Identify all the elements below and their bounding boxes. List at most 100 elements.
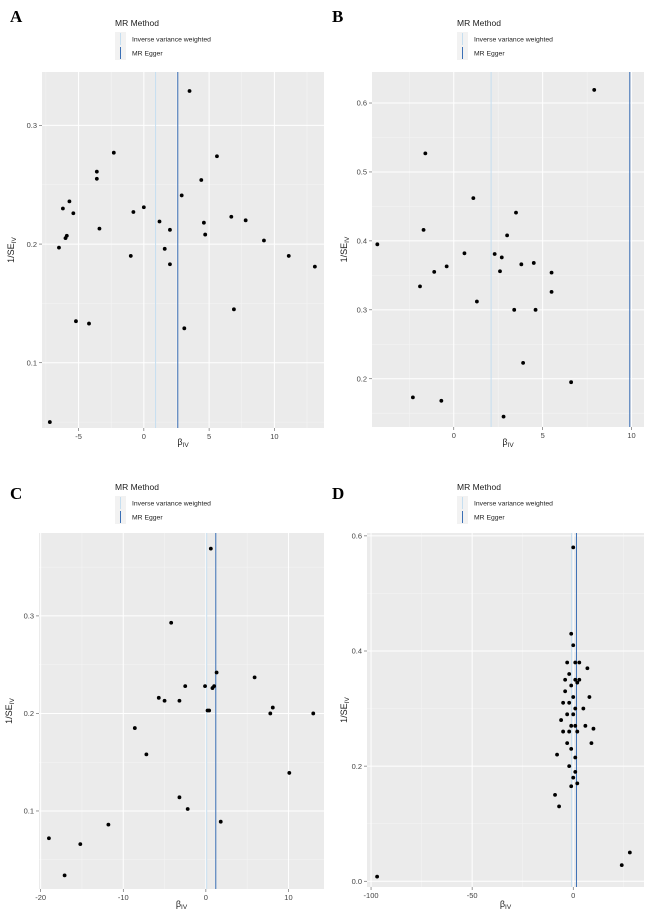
legend-label-egger: MR Egger <box>474 51 505 58</box>
y-tick-label: 0.3 <box>24 612 34 621</box>
data-point <box>199 178 204 182</box>
legend-title: MR Method <box>115 18 159 28</box>
y-axis-label: 1/SEIV <box>4 698 16 724</box>
data-point <box>575 680 580 685</box>
data-point <box>71 211 76 216</box>
plot-background <box>39 533 324 889</box>
data-point <box>78 842 83 847</box>
data-point <box>232 307 236 312</box>
data-point <box>492 252 497 256</box>
y-axis-label-main: 1/SE <box>6 243 16 263</box>
x-tick-label: -100 <box>364 891 379 900</box>
data-point <box>581 706 586 711</box>
data-point <box>201 220 206 225</box>
data-point <box>162 246 167 251</box>
data-point <box>229 214 234 219</box>
legend-label-egger: MR Egger <box>132 515 163 522</box>
data-point <box>268 711 273 716</box>
data-point <box>561 700 566 705</box>
data-point <box>575 781 580 786</box>
data-point <box>444 264 449 269</box>
x-axis-label: βIV <box>502 437 514 449</box>
data-point <box>144 752 149 757</box>
x-tick-label: 5 <box>207 432 211 441</box>
legend-label-ivw: Inverse variance weighted <box>474 37 553 44</box>
panel-c: C MR Method Inverse variance weighted MR Eg… <box>4 482 324 911</box>
data-point <box>592 88 597 92</box>
data-point <box>47 836 51 841</box>
data-point <box>132 726 137 730</box>
y-axis-label-main: 1/SE <box>339 703 349 723</box>
data-point <box>512 307 517 312</box>
data-point <box>569 380 574 385</box>
legend-label-egger: MR Egger <box>132 51 163 58</box>
panel-d: D MR Method Inverse variance weighted MR Eg… <box>332 482 644 911</box>
legend-title: MR Method <box>457 482 501 492</box>
data-point <box>499 255 504 260</box>
data-point <box>549 270 554 275</box>
y-axis-label: 1/SEIV <box>6 237 18 263</box>
data-point <box>375 874 380 879</box>
data-point <box>619 863 624 868</box>
data-point <box>501 414 506 419</box>
data-point <box>97 226 102 231</box>
panel-letter: D <box>332 484 344 503</box>
y-tick-label: 0.1 <box>24 807 34 816</box>
data-point <box>573 755 578 760</box>
data-point <box>571 712 576 717</box>
data-point <box>214 670 219 675</box>
data-point <box>565 660 570 665</box>
panel-letter: A <box>10 7 23 26</box>
legend-title: MR Method <box>457 18 501 28</box>
legend-label-ivw: Inverse variance weighted <box>132 37 211 44</box>
data-point <box>432 270 437 274</box>
data-point <box>563 689 568 694</box>
data-point <box>168 227 172 232</box>
data-point <box>111 150 116 155</box>
data-point <box>185 807 190 811</box>
data-point <box>498 269 502 274</box>
data-point <box>571 695 576 699</box>
x-axis-label-main: β <box>500 899 505 909</box>
data-point <box>553 793 557 797</box>
x-axis-label-main: β <box>177 437 182 447</box>
y-axis-label-sub: IV <box>11 237 18 244</box>
y-tick-label: 0.3 <box>27 121 37 130</box>
data-point <box>270 705 275 710</box>
data-point <box>128 254 133 258</box>
x-tick-label: 10 <box>627 431 635 440</box>
panel-a: A MR Method Inverse variance weighted MR Eg… <box>6 7 324 449</box>
data-point <box>519 262 524 267</box>
y-tick-label: 0.1 <box>27 358 37 367</box>
data-point <box>168 262 172 267</box>
data-point <box>567 729 572 734</box>
data-point <box>423 151 428 156</box>
data-point <box>589 741 594 745</box>
x-tick-label: 0 <box>204 893 208 902</box>
data-point <box>47 420 52 424</box>
x-axis-label-sub: IV <box>508 442 515 449</box>
data-point <box>577 660 582 665</box>
x-tick-label: 0 <box>452 431 456 440</box>
x-tick-label: 5 <box>541 431 545 440</box>
data-point <box>559 718 564 722</box>
y-tick-label: 0.6 <box>357 99 367 108</box>
data-point <box>555 752 559 757</box>
legend: MR Method Inverse variance weighted MR Egg… <box>457 18 553 60</box>
data-point <box>591 726 596 731</box>
panel-letter: C <box>10 484 22 503</box>
x-axis-label-sub: IV <box>505 904 512 911</box>
data-point <box>207 708 212 713</box>
data-point <box>573 677 578 682</box>
y-axis-label: 1/SEIV <box>339 697 351 723</box>
data-point <box>569 683 574 688</box>
data-point <box>577 677 582 682</box>
data-point <box>583 723 588 728</box>
legend: MR Method Inverse variance weighted MR Egg… <box>115 482 211 524</box>
data-point <box>262 238 266 243</box>
data-point <box>60 206 65 211</box>
data-point <box>311 711 316 716</box>
data-point <box>252 675 257 680</box>
data-point <box>74 319 78 324</box>
data-point <box>203 684 207 689</box>
